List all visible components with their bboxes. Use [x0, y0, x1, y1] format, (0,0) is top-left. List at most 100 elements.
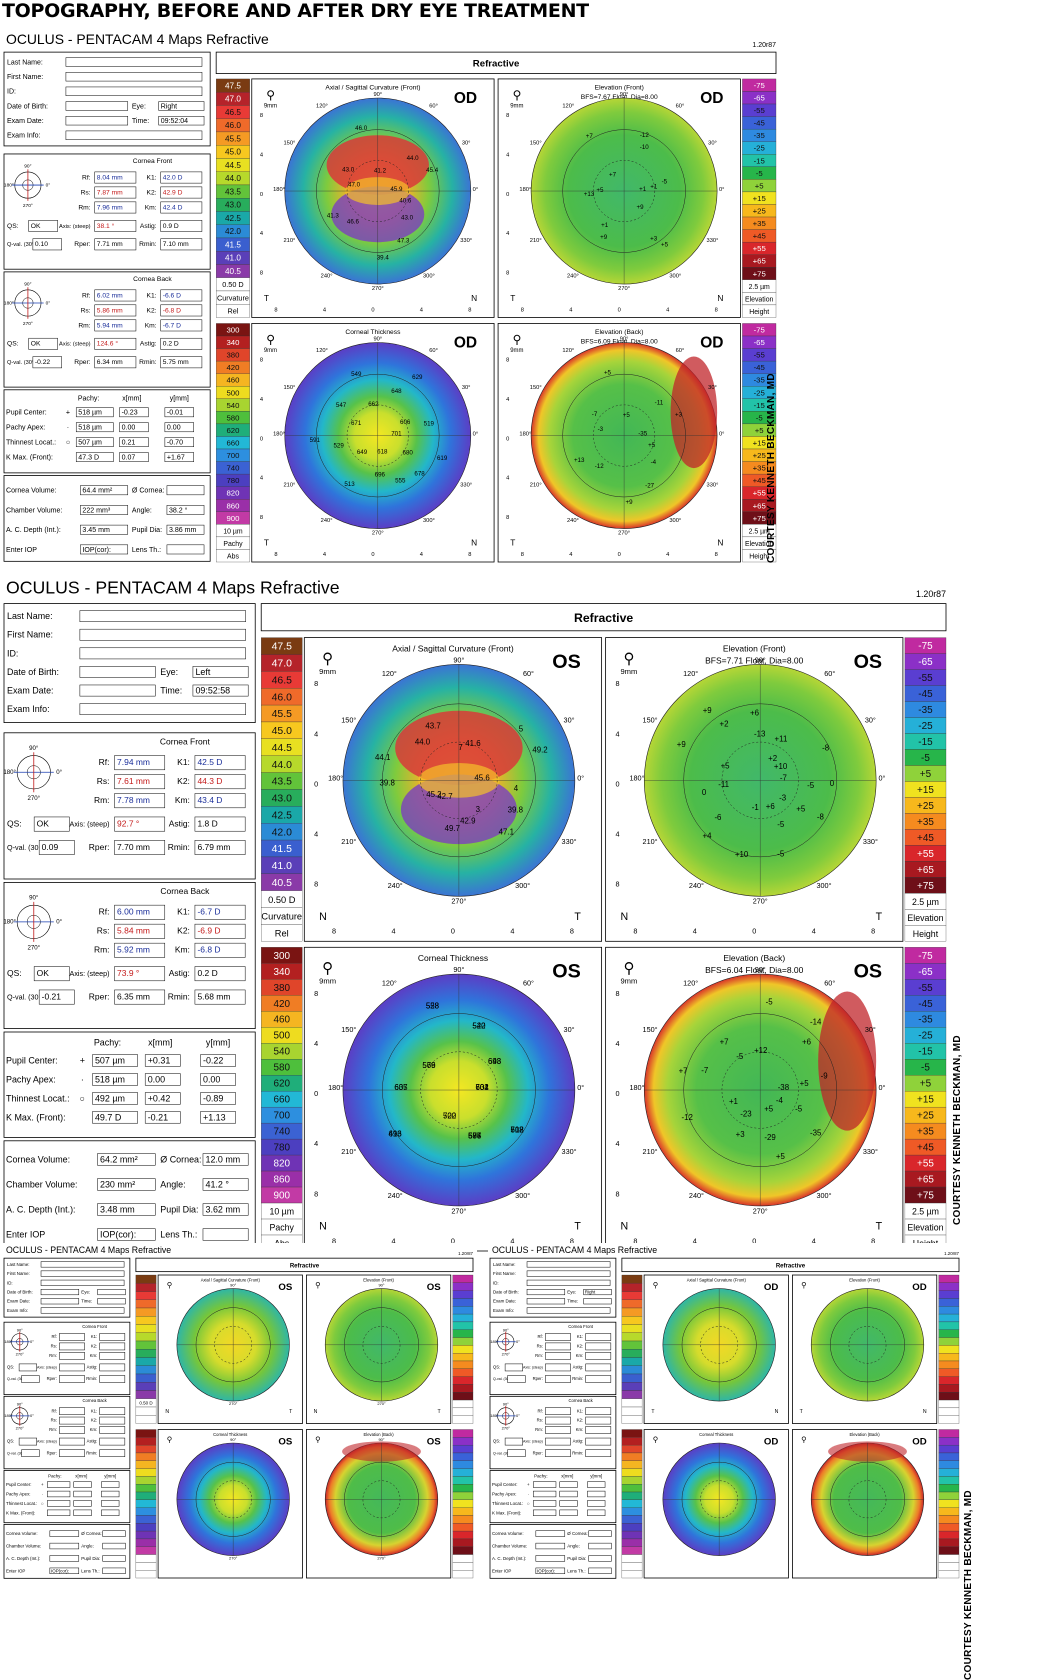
map-value: 47.3 [397, 238, 410, 245]
pachy-row-label: Pupil Center: [6, 1056, 58, 1066]
qs-label: QS: [493, 1439, 500, 1444]
schematic-270: 270° [16, 1426, 25, 1431]
angle-60: 60° [824, 979, 835, 988]
rper-value: 7.71 mm [97, 241, 123, 248]
pachy-y-box [587, 1490, 606, 1498]
cornea-value-box [545, 1416, 571, 1425]
map-value: -13 [754, 729, 766, 738]
scale-value: 41.5 [225, 240, 241, 249]
rper-box [545, 1449, 571, 1457]
map-value: 607 [394, 1083, 407, 1092]
refractive-label: Refractive [290, 1263, 320, 1269]
volume-value-box [535, 1567, 566, 1574]
map-value: -1 [752, 803, 759, 812]
zoom-label: 9mm [510, 348, 523, 354]
axis-tick-y: 8 [506, 271, 509, 277]
rper-box [114, 840, 166, 855]
axis-tick: 4 [510, 927, 514, 936]
map-value: -5 [766, 998, 774, 1007]
angle-90: 90° [755, 965, 766, 974]
angle-30: 30° [462, 385, 471, 391]
cornea-label: K1: [147, 292, 157, 299]
cornea-value-box [194, 793, 246, 809]
patient-field-input [65, 57, 203, 67]
axis-value: 124.6 ° [97, 340, 119, 348]
angle-180: 180° [328, 1083, 343, 1092]
scale-cell [135, 1499, 157, 1508]
rmin-label: Rmin: [139, 359, 157, 366]
map-value: 635 [394, 1083, 408, 1092]
scale-value: +15 [753, 194, 766, 203]
angle-90: 90° [230, 1283, 236, 1288]
scale-value: 43.5 [272, 777, 293, 788]
cornea-label: Rm: [94, 795, 110, 805]
scale-footer-cell [452, 1570, 474, 1579]
volume-label: Ø Cornea: [81, 1531, 101, 1536]
qval-box [38, 840, 75, 855]
qs-label: QS: [7, 223, 19, 230]
pachy-header: Pachy: [94, 1038, 121, 1048]
schematic-0: 0° [56, 919, 62, 926]
pentacam-report-os-after: OCULUS - PENTACAM 4 Maps Refractive 1.20r… [2, 1243, 477, 1580]
pachy-y-box [101, 1481, 120, 1488]
patient-box [489, 1257, 617, 1318]
scale-footer-cell [452, 1407, 474, 1416]
magnifier-icon: ⚲ [266, 333, 275, 347]
elevated-zone [670, 356, 718, 469]
map-value: +4 [702, 831, 712, 840]
axis-tick-y: 0 [260, 192, 263, 198]
scale-cell [938, 1360, 960, 1369]
qs-box [28, 220, 58, 232]
cornea-value-box [545, 1426, 571, 1434]
angle-270: 270° [372, 286, 384, 292]
angle-150: 150° [283, 141, 295, 147]
map-value: 566 [422, 1061, 436, 1070]
scale-value: +15 [753, 438, 766, 447]
scale-cell [621, 1365, 643, 1375]
axis-tick: 0 [451, 927, 455, 936]
pachy-x: -0.23 [122, 410, 138, 417]
rmin-label: Rmin: [168, 842, 190, 852]
axis-tick: 8 [871, 927, 875, 936]
scale-cell [135, 1307, 157, 1317]
pachy-header: x[mm] [122, 396, 141, 403]
patient-field-input [65, 72, 203, 82]
pachy-value-box [92, 1092, 138, 1105]
schematic-0: 0° [56, 769, 62, 776]
scale-cell [621, 1324, 643, 1333]
patient-box [3, 603, 256, 724]
map-value: 47.0 [348, 181, 361, 188]
scale-cell [938, 1484, 960, 1493]
axis-tick: 4 [812, 927, 816, 936]
scale-value: 900 [273, 1191, 290, 1202]
volume-value-box [49, 1555, 80, 1562]
scale-cell [135, 1365, 157, 1375]
scale-value: -15 [754, 401, 765, 410]
angle-30: 30° [708, 385, 717, 391]
exam-date-input [79, 684, 156, 697]
scale-value: +45 [917, 1143, 934, 1154]
corner-right: N [471, 293, 477, 303]
scale-value: +65 [917, 865, 934, 876]
rmin-box [194, 989, 246, 1005]
volume-label: Cornea Volume: [6, 488, 57, 495]
cornea-value: 42.9 D [163, 189, 183, 196]
map-value: +1 [601, 222, 609, 229]
map-value: 45.2 [426, 790, 441, 799]
axis-box [94, 220, 137, 232]
scale-footer-cell [742, 549, 777, 563]
angle-270: 270° [229, 1556, 238, 1561]
scale-cell [452, 1437, 474, 1446]
scale-value: 700 [273, 1111, 290, 1122]
eye-field-value: Right [161, 103, 177, 110]
axis-tick: 4 [510, 1236, 514, 1245]
astig-box [99, 1363, 126, 1372]
pachy-value-box [533, 1490, 557, 1498]
patient-field-label: ID: [7, 89, 16, 96]
scale-footer-cell [938, 1562, 960, 1571]
scale-sub: Height [749, 309, 769, 316]
map-value: +7 [609, 171, 617, 178]
cornea-label: Rf: [99, 907, 110, 917]
scale-cell [621, 1357, 643, 1366]
angle-150: 150° [643, 715, 658, 724]
